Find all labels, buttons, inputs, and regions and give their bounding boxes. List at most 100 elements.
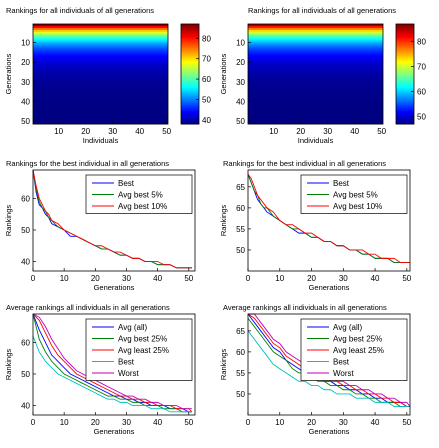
colorbar-band — [396, 52, 414, 55]
colorbar-band — [181, 85, 199, 88]
plot-frame — [32, 313, 196, 416]
y-tick-label: 55 — [236, 225, 245, 234]
colorbar-band — [181, 87, 199, 90]
colorbar-band — [396, 89, 414, 92]
heatmap-row — [33, 67, 168, 70]
colorbar-band — [396, 45, 414, 48]
colorbar-band — [396, 67, 414, 70]
colorbar-band — [181, 100, 199, 103]
legend-label: Avg least 25% — [333, 346, 384, 355]
heatmap-row — [33, 63, 168, 66]
colorbar-band — [396, 30, 414, 33]
heatmap-row — [248, 82, 383, 86]
colorbar-band — [396, 107, 414, 110]
heatmap-row — [33, 59, 168, 62]
heatmap-row — [33, 25, 168, 29]
x-tick-label: 40 — [135, 127, 144, 136]
colorbar-band — [181, 97, 199, 100]
y-tick-label: 10 — [21, 39, 30, 48]
heatmap-row — [248, 84, 383, 88]
y-tick-label: 20 — [236, 58, 245, 67]
heatmap-row — [248, 104, 383, 107]
heatmap-row — [248, 61, 383, 64]
heatmap-row — [248, 41, 383, 45]
y-axis-label: Rankings — [219, 205, 228, 237]
heatmap-row — [33, 84, 168, 88]
heatmap-row — [33, 114, 168, 117]
colorbar-band — [181, 92, 199, 95]
colorbar-band — [396, 57, 414, 60]
colorbar-band — [396, 82, 414, 85]
x-tick-label: 10 — [275, 274, 284, 283]
colorbar-band — [181, 65, 199, 68]
colorbar-band — [181, 59, 199, 62]
colorbar-band — [396, 109, 414, 112]
x-tick-label: 0 — [31, 274, 36, 283]
heatmap-row — [33, 106, 168, 109]
colorbar-band — [181, 110, 199, 113]
colorbar-band — [181, 75, 199, 78]
plot-frame — [32, 169, 196, 272]
colorbar-band — [181, 117, 199, 120]
heatmap-row — [33, 73, 168, 76]
heatmap-row — [248, 59, 383, 62]
y-tick-label: 50 — [21, 370, 30, 379]
colorbar-band — [396, 34, 414, 37]
x-tick-label: 10 — [60, 418, 69, 427]
colorbar-band — [181, 80, 199, 83]
heatmap-row — [248, 108, 383, 111]
colorbar-band — [181, 45, 199, 48]
colorbar-band — [181, 82, 199, 85]
colorbar-band — [181, 72, 199, 75]
heatmap-row — [248, 120, 383, 123]
y-axis-label: Generations — [219, 53, 228, 94]
series-lines — [32, 169, 192, 269]
y-axis-label: Rankings — [4, 205, 13, 237]
colorbar-band — [181, 70, 199, 73]
heatmap-row — [33, 78, 168, 82]
series-lines — [32, 313, 193, 413]
colorbar-frame — [180, 23, 200, 125]
heatmap-row — [33, 31, 168, 35]
colorbar-band — [396, 114, 414, 117]
panel-title: Rankings for all individuals of all gene… — [6, 6, 154, 15]
heatmap-row — [33, 47, 168, 50]
y-tick-label: 50 — [21, 117, 30, 126]
colorbar-band — [181, 115, 199, 118]
legend-label: Avg best 25% — [118, 335, 167, 344]
colorbar-band — [181, 40, 199, 43]
colorbar-tick-label: 70 — [417, 63, 426, 72]
legend: Best Avg best 5% Avg best 10% — [85, 174, 193, 214]
colorbar-band — [181, 50, 199, 53]
colorbar-band — [181, 52, 199, 55]
colorbar-band — [396, 105, 414, 108]
heatmap-row — [248, 88, 383, 92]
panel-title: Rankings for all individuals of all gene… — [248, 6, 396, 15]
colorbar-band — [181, 44, 199, 47]
heatmap-row — [33, 49, 168, 52]
legend-label: Worst — [118, 369, 140, 378]
heatmap-row — [248, 24, 383, 27]
legend-label: Avg best 10% — [118, 202, 167, 211]
heatmap-row — [33, 104, 168, 107]
panel-2: Rankings for all individuals of all gene… — [219, 6, 426, 145]
colorbar-band — [181, 74, 199, 77]
series-line-2 — [32, 313, 192, 413]
heatmap-row — [33, 29, 168, 33]
colorbar-band — [396, 44, 414, 47]
legend: Avg (all) Avg best 25% Avg least 25% Best Wo… — [85, 318, 193, 381]
heatmap-row — [248, 39, 383, 43]
heatmap-row — [248, 55, 383, 58]
heatmap-row — [248, 57, 383, 60]
panel-3: Rankings for the best individual in all … — [4, 159, 196, 292]
x-tick-label: 10 — [275, 418, 284, 427]
colorbar-band — [181, 119, 199, 122]
x-tick-label: 50 — [402, 274, 411, 283]
x-tick-label: 40 — [371, 274, 380, 283]
legend-label: Avg best 5% — [333, 191, 378, 200]
x-tick-label: 30 — [339, 418, 348, 427]
colorbar-band — [181, 60, 199, 63]
plot-frame — [32, 23, 169, 125]
legend-label: Avg best 5% — [118, 191, 163, 200]
heatmap-row — [248, 25, 383, 29]
